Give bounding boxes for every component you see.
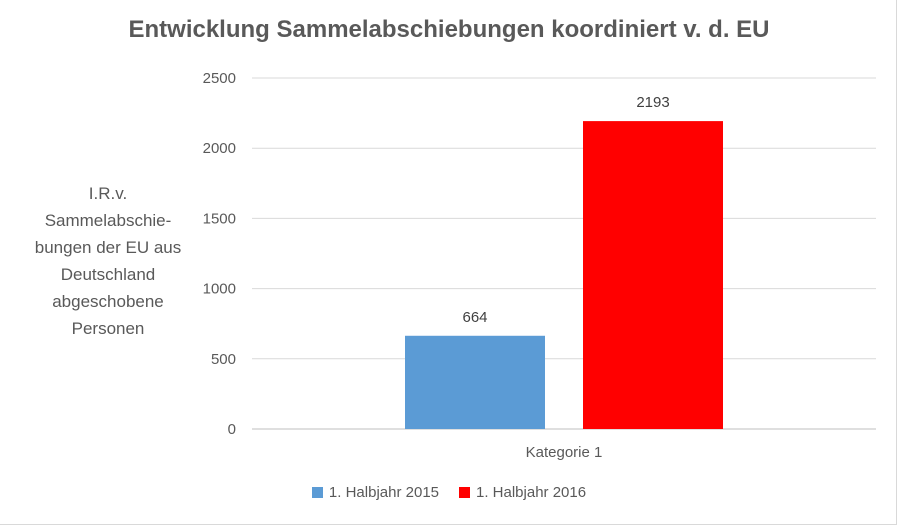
- data-label: 664: [462, 309, 487, 326]
- legend-swatch-series-2: [459, 487, 470, 498]
- y-tick-label: 0: [228, 421, 236, 438]
- bar-series-2: [583, 121, 723, 430]
- y-tick-label: 500: [211, 351, 236, 368]
- y-tick-label: 1500: [203, 210, 236, 227]
- legend-label-series-2: 1. Halbjahr 2016: [476, 484, 587, 501]
- y-axis-label: I.R.v. Sammelabschie- bungen der EU aus …: [34, 184, 182, 338]
- legend-item-series-2: 1. Halbjahr 2016: [459, 484, 586, 501]
- legend-swatch-series-1: [311, 487, 323, 498]
- chart-title: Entwicklung Sammelabschiebungen koordini…: [128, 16, 770, 43]
- legend-label-series-1: 1. Halbjahr 2015: [328, 484, 439, 501]
- data-label: 2193: [636, 94, 669, 111]
- legend: 1. Halbjahr 2015 1. Halbjahr 2016: [0, 484, 898, 501]
- bar-series-1: [405, 335, 545, 429]
- y-tick-label: 2000: [203, 140, 236, 157]
- x-category-label: Kategorie 1: [526, 444, 603, 461]
- y-tick-label: 1000: [203, 281, 236, 298]
- y-tick-label: 2500: [203, 70, 236, 87]
- legend-item-series-1: 1. Halbjahr 2015: [311, 484, 439, 501]
